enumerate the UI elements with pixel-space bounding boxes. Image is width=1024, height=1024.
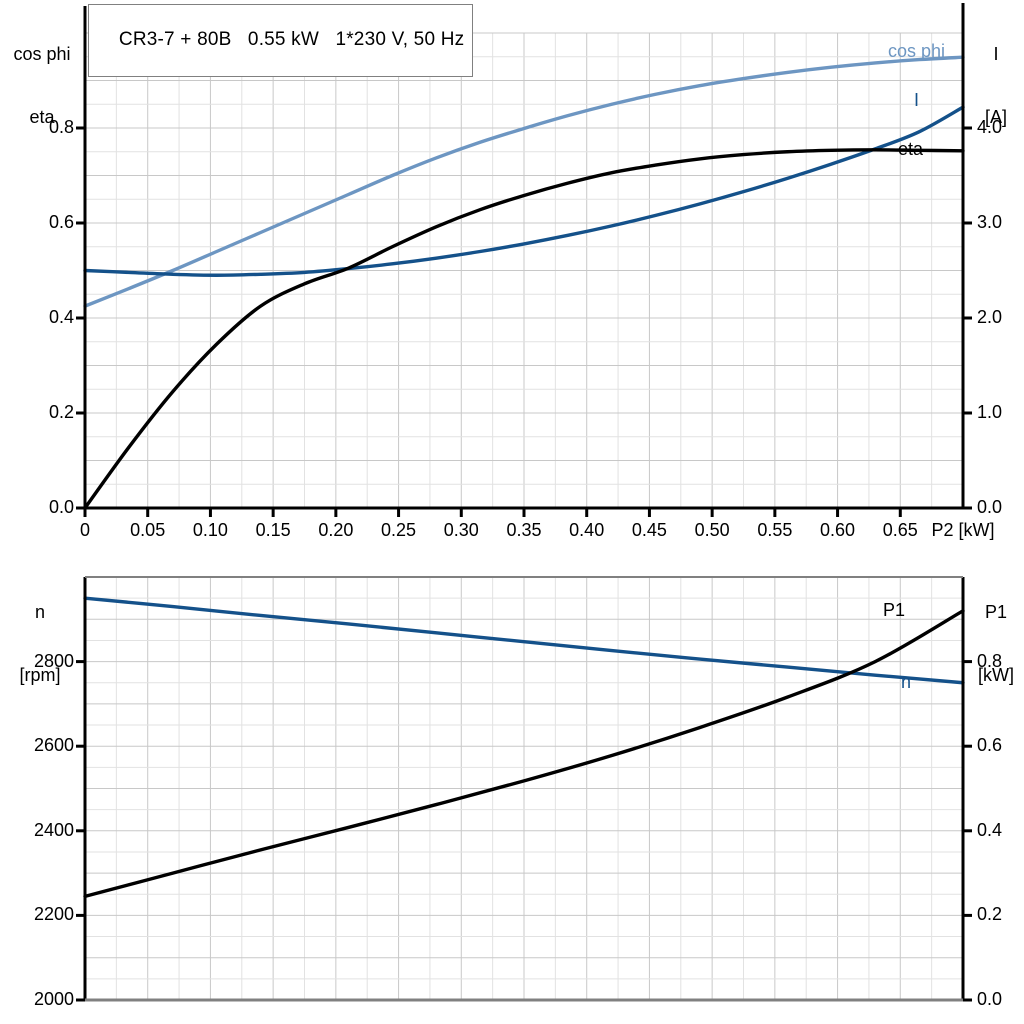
bottom-left-axis-title-line2: [rpm] bbox=[19, 665, 61, 685]
bottom-left-axis-title: n [rpm] bbox=[0, 560, 80, 728]
top-chart-xtick-0.40: 0.40 bbox=[569, 520, 605, 540]
bottom-chart-ytick-left-2200: 2200 bbox=[33, 904, 74, 925]
top-chart-xtick-0.15: 0.15 bbox=[255, 520, 291, 540]
top-right-axis-title: I [A] bbox=[968, 2, 1024, 170]
top-chart-xtick-0.10: 0.10 bbox=[192, 520, 228, 540]
bottom-right-axis-title-line2: [kW] bbox=[978, 665, 1014, 685]
top-chart-ytick-right-2.0: 2.0 bbox=[977, 307, 1003, 327]
chart-title-box: CR3-7 + 80B 0.55 kW 1*230 V, 50 Hz bbox=[88, 4, 474, 77]
bottom-chart-ytick-left-2000: 2000 bbox=[33, 989, 74, 1009]
top-left-axis-title-line1: cos phi bbox=[13, 44, 71, 64]
bottom-right-axis-title-line1: P1 bbox=[984, 602, 1008, 622]
bottom-chart-plot bbox=[76, 576, 972, 1002]
bottom-left-axis-title-line1: n bbox=[34, 602, 45, 622]
bottom-right-axis-title: P1 [kW] bbox=[968, 560, 1024, 728]
top-left-axis-title: cos phi eta bbox=[0, 2, 84, 170]
top-chart-xaxis-title: P2 [kW] bbox=[931, 520, 995, 540]
top-chart-plot bbox=[76, 3, 972, 517]
top-left-axis-title-line2: eta bbox=[29, 107, 55, 127]
bottom-chart-curve-label-p1: P1 bbox=[883, 600, 906, 620]
bottom-chart-ytick-right-0.0: 0.0 bbox=[977, 989, 1003, 1009]
chart-title-text: CR3-7 + 80B 0.55 kW 1*230 V, 50 Hz bbox=[118, 29, 465, 50]
top-chart-xtick-0.50: 0.50 bbox=[694, 520, 730, 540]
top-right-axis-title-line1: I bbox=[993, 44, 999, 64]
bottom-chart-ytick-right-0.4: 0.4 bbox=[977, 819, 1003, 840]
top-chart-ytick-left-0.4: 0.4 bbox=[48, 307, 74, 327]
bottom-chart-ytick-left-2600: 2600 bbox=[33, 735, 74, 756]
top-chart-curve-label-cos-phi: cos phi bbox=[888, 41, 946, 61]
top-chart-ytick-right-4.0: 4.0 bbox=[977, 117, 1003, 137]
top-chart-ytick-left-0.8: 0.8 bbox=[48, 117, 74, 137]
top-chart-xtick-0.25: 0.25 bbox=[381, 520, 417, 540]
bottom-chart-ytick-right-0.2: 0.2 bbox=[977, 904, 1003, 925]
top-chart-xtick-0.45: 0.45 bbox=[631, 520, 667, 540]
top-chart-ytick-right-0.0: 0.0 bbox=[977, 497, 1003, 517]
top-chart-xtick-0.55: 0.55 bbox=[757, 520, 793, 540]
top-chart-xtick-0: 0 bbox=[79, 520, 90, 540]
bottom-chart-ytick-right-0.6: 0.6 bbox=[977, 735, 1003, 756]
top-chart-xtick-0.35: 0.35 bbox=[506, 520, 542, 540]
top-chart-ytick-right-1.0: 1.0 bbox=[977, 402, 1003, 422]
top-chart-ytick-left-0.2: 0.2 bbox=[48, 402, 74, 422]
bottom-chart-ytick-left-2800: 2800 bbox=[33, 650, 74, 671]
top-chart-ytick-left-0.0: 0.0 bbox=[48, 497, 74, 517]
top-chart-xtick-0.65: 0.65 bbox=[882, 520, 918, 540]
top-right-axis-title-line2: [A] bbox=[984, 107, 1007, 127]
top-chart-xtick-0.20: 0.20 bbox=[318, 520, 354, 540]
top-chart-curve-label-current: I bbox=[914, 90, 920, 110]
top-chart-ytick-right-3.0: 3.0 bbox=[977, 212, 1003, 232]
top-chart-curve-label-eta: eta bbox=[898, 139, 924, 159]
top-chart-xtick-0.30: 0.30 bbox=[443, 520, 479, 540]
bottom-chart-curve-label-n: n bbox=[901, 672, 912, 692]
top-chart-xtick-0.05: 0.05 bbox=[130, 520, 166, 540]
top-chart-ytick-left-0.6: 0.6 bbox=[48, 212, 74, 232]
bottom-chart-ytick-right-0.8: 0.8 bbox=[977, 650, 1003, 671]
bottom-chart-ytick-left-2400: 2400 bbox=[33, 819, 74, 840]
top-chart-xtick-0.60: 0.60 bbox=[820, 520, 856, 540]
